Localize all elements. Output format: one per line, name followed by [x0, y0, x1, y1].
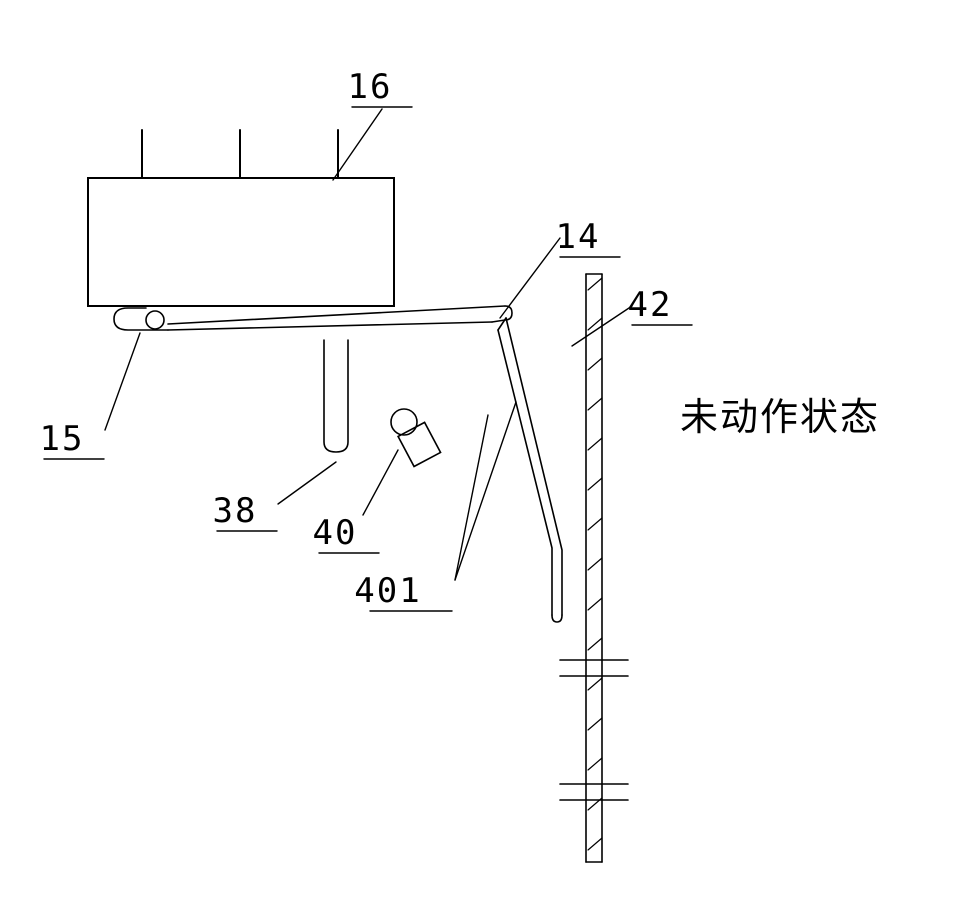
label-text-l16: 16 [348, 67, 393, 107]
label-text-l40: 40 [313, 513, 358, 553]
label-text-l15: 15 [40, 419, 85, 459]
label-l16: 16 [333, 67, 412, 180]
diagram-root: 16 14 42 15 38 40 401 未动作状态 [40, 67, 880, 862]
component-15 [114, 308, 168, 330]
hatched-plate [560, 274, 628, 862]
component-16 [88, 130, 394, 306]
label-text-l42: 42 [628, 285, 673, 325]
component-38 [324, 340, 348, 452]
label-l42: 42 [572, 285, 692, 346]
component-42 [498, 318, 562, 622]
state-text: 未动作状态 [680, 397, 880, 439]
label-l401: 401 [354, 402, 516, 611]
label-l40: 40 [313, 450, 398, 553]
state-text-label: 未动作状态 [680, 397, 880, 439]
label-text-l14: 14 [556, 217, 601, 257]
component-14 [168, 306, 512, 330]
label-text-l401: 401 [354, 571, 421, 611]
component-40 [391, 409, 441, 466]
label-l15: 15 [40, 333, 140, 459]
label-text-l38: 38 [213, 491, 258, 531]
